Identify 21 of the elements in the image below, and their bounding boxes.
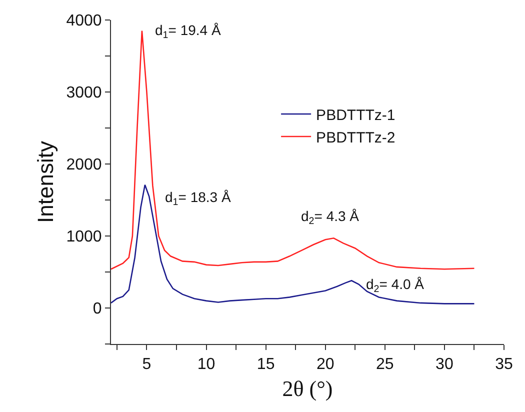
annotation: d$_{2}$= 4.0 Å <box>366 276 425 295</box>
y-axis-title: Intensity <box>33 141 58 223</box>
x-tick-label: 15 <box>256 356 275 374</box>
y-tick-label: 1000 <box>66 228 102 246</box>
y-tick-label: 3000 <box>66 84 102 102</box>
y-tick-label: 0 <box>92 300 102 318</box>
x-tick-label: 35 <box>495 356 513 374</box>
x-tick-label: 5 <box>142 356 152 374</box>
y-tick-label: 2000 <box>66 156 102 174</box>
x-tick-label: 25 <box>376 356 394 374</box>
line-series <box>111 184 475 304</box>
annotation: d$_{2}$= 4.3 Å <box>301 208 360 227</box>
x-tick-label: 20 <box>316 356 334 374</box>
annotation: d$_{1}$= 19.4 Å <box>155 22 222 41</box>
legend-label: PBDTTTz-1 <box>316 106 396 124</box>
y-tick-label: 4000 <box>66 12 102 30</box>
x-tick-label: 10 <box>197 356 216 374</box>
x-tick-label: 30 <box>436 356 454 374</box>
legend-label: PBDTTTz-2 <box>316 129 396 146</box>
annotation: d$_{1}$= 18.3 Å <box>165 189 232 208</box>
x-axis-title: 2θ (°) <box>282 376 333 402</box>
